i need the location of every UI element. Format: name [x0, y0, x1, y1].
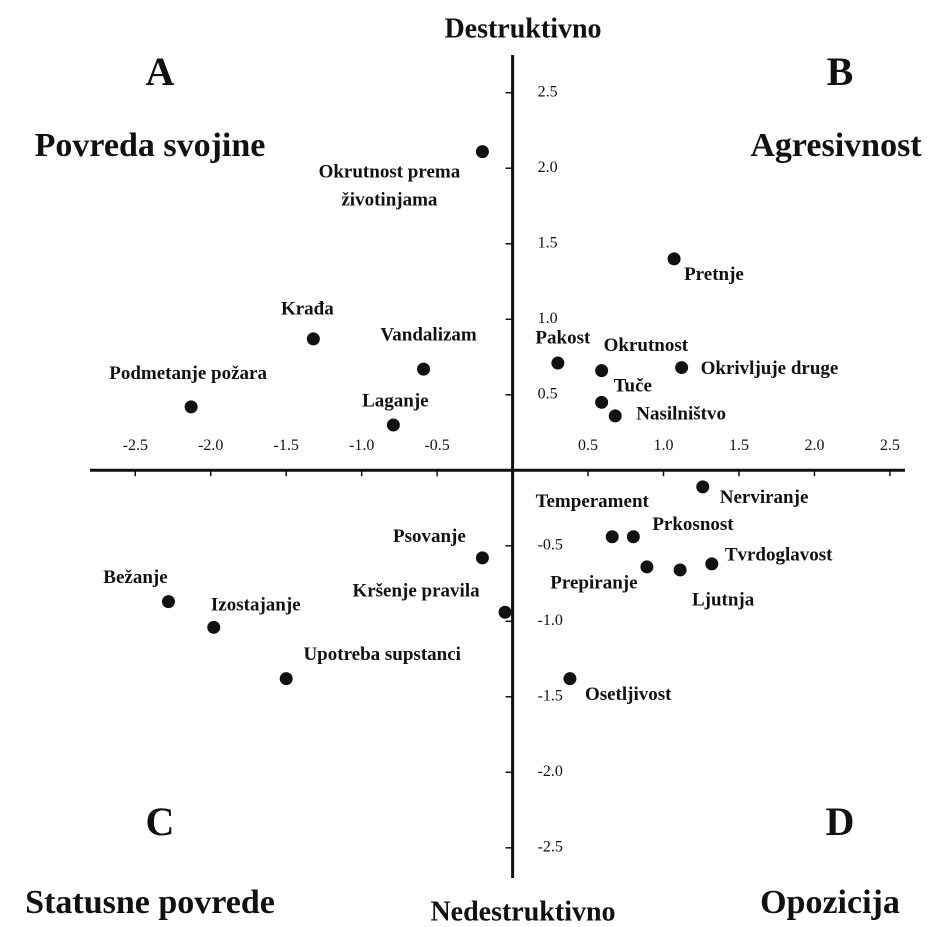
point-label: Pretnje: [684, 264, 744, 285]
point: [626, 530, 640, 544]
point: [563, 672, 577, 686]
point-label: Tuče: [614, 376, 652, 397]
y-tick-label: 0.5: [538, 385, 558, 402]
point: [608, 409, 622, 423]
y-tick-label: -0.5: [538, 536, 563, 553]
y-tick-label: -2.0: [538, 763, 563, 780]
point: [184, 400, 198, 414]
point-label: Prkosnost: [652, 514, 734, 535]
point-label: Podmetanje požara: [109, 363, 267, 384]
quadrant-title: Povreda svojine: [35, 127, 266, 164]
quadrant-letter: B: [827, 49, 854, 94]
x-tick-label: 2.5: [880, 437, 900, 454]
point-label: Bežanje: [103, 567, 167, 588]
point: [498, 605, 512, 619]
quadrant-title: Statusne povrede: [25, 884, 275, 921]
point: [386, 418, 400, 432]
point: [207, 620, 221, 634]
point-label: Kršenje pravila: [352, 581, 480, 602]
x-tick-label: -0.5: [424, 437, 449, 454]
x-tick-label: -2.5: [123, 437, 148, 454]
top-label: Destruktivno: [444, 13, 601, 44]
point: [640, 560, 654, 574]
y-tick-label: -1.5: [538, 687, 563, 704]
y-tick-label: -1.0: [538, 612, 563, 629]
point-label: Nerviranje: [720, 487, 809, 508]
quadrant-letter: D: [826, 799, 855, 844]
point: [279, 672, 293, 686]
point-label: Okrutnost: [604, 335, 689, 356]
point: [705, 557, 719, 571]
point: [551, 356, 565, 370]
quadrant-letter: A: [146, 49, 175, 94]
bottom-label: Nedestruktivno: [430, 896, 615, 927]
point: [696, 480, 710, 494]
x-tick-label: -1.5: [274, 437, 299, 454]
point-label: Prepiranje: [550, 572, 637, 593]
x-tick-label: 0.5: [578, 437, 598, 454]
point: [417, 362, 431, 376]
quadrant-title: Agresivnost: [750, 127, 922, 164]
y-tick-label: 2.5: [538, 83, 558, 100]
x-tick-label: 2.0: [804, 437, 824, 454]
point-label: Temperament: [536, 491, 650, 512]
point: [306, 332, 320, 346]
point-label: Pakost: [535, 327, 591, 348]
point-label: Upotreba supstanci: [303, 644, 460, 665]
y-tick-label: 2.0: [538, 159, 558, 176]
point-label: Psovanje: [393, 526, 466, 547]
x-tick-label: -2.0: [198, 437, 223, 454]
point-label: Okrutnost prema životinjama: [319, 162, 461, 211]
quadrant-letter: C: [146, 799, 175, 844]
point-label: Nasilništvo: [636, 403, 726, 424]
point-label: Vandalizam: [380, 324, 477, 345]
y-tick-label: -2.5: [538, 838, 563, 855]
point: [675, 361, 689, 375]
x-tick-label: 1.0: [654, 437, 674, 454]
point-label: Laganje: [362, 390, 429, 411]
point-label: Ljutnja: [692, 589, 755, 610]
point-label: Tvrdoglavost: [725, 544, 833, 565]
point: [595, 395, 609, 409]
quadrant-title: Opozicija: [760, 884, 900, 921]
point: [667, 252, 681, 266]
point: [595, 364, 609, 378]
point: [605, 530, 619, 544]
point-label: Krađa: [281, 298, 334, 319]
point: [673, 563, 687, 577]
y-tick-label: 1.5: [538, 234, 558, 251]
point: [161, 595, 175, 609]
point-label: Izostajanje: [211, 595, 301, 616]
point-label: Okrivljuje druge: [701, 358, 839, 379]
point-label: Osetljivost: [585, 684, 672, 705]
x-tick-label: -1.0: [349, 437, 374, 454]
point: [475, 551, 489, 565]
y-tick-label: 1.0: [538, 310, 558, 327]
point: [475, 145, 489, 159]
x-tick-label: 1.5: [729, 437, 749, 454]
